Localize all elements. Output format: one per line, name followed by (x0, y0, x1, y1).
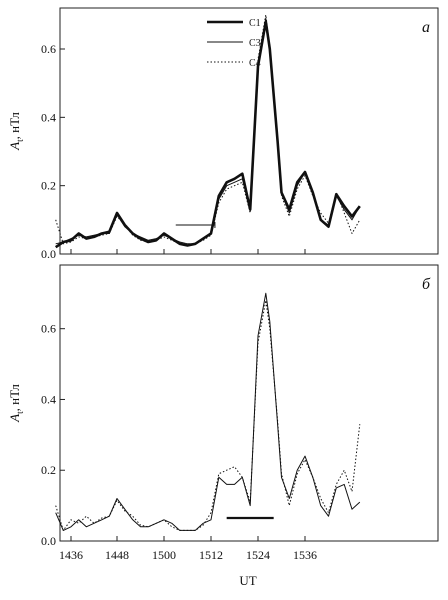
series-line-c3 (55, 292, 361, 531)
x-tick-label: 1500 (152, 548, 176, 562)
y-axis-title-main: A (7, 142, 22, 151)
y-axis-title-subscript: t (15, 139, 25, 142)
legend: C1 C3 C4 (207, 18, 261, 69)
y-tick-label: 0.6 (41, 322, 56, 336)
plot-frame (59, 264, 439, 542)
series-line-c1 (54, 20, 361, 249)
series-line-c4 (55, 299, 361, 531)
series-line-c4 (55, 14, 361, 246)
plot-frame (59, 7, 439, 255)
legend-label-c3: C3 (249, 38, 261, 49)
x-tick-label: 1448 (105, 548, 129, 562)
panel-a: 0.0 0.2 0.4 0.6 At, нТл а C1 C3 C4 (7, 7, 439, 261)
y-axis-title: At, нТл (7, 112, 25, 151)
x-tick-label: 1512 (199, 548, 223, 562)
y-tick-label: 0.2 (41, 179, 56, 193)
y-tick-label: 0.4 (41, 392, 56, 406)
panel-letter: а (422, 19, 430, 36)
y-tick-label: 0.0 (41, 247, 56, 261)
x-tick-label: 1536 (293, 548, 317, 562)
y-tick-label: 0.4 (41, 110, 56, 124)
x-axis-title: UT (239, 573, 256, 588)
y-tick-label: 0.2 (41, 463, 56, 477)
y-axis-title-unit: , нТл (7, 112, 22, 140)
y-axis-title-unit: , нТл (7, 384, 22, 412)
legend-label-c1: C1 (249, 18, 261, 29)
series-line-c3 (55, 17, 361, 245)
panel-letter: б (422, 276, 431, 293)
x-tick-label: 1524 (246, 548, 270, 562)
y-axis-title-subscript: t (15, 411, 25, 414)
y-tick-label: 0.6 (41, 42, 56, 56)
legend-label-c4: C4 (249, 58, 261, 69)
y-tick-label: 0.0 (41, 534, 56, 548)
y-axis-title: At, нТл (7, 384, 25, 423)
x-tick-label: 1436 (59, 548, 83, 562)
y-axis-title-main: A (7, 414, 22, 423)
panel-b: 0.0 0.2 0.4 0.6 1436 1448 1500 1512 1524 1536 At, … (7, 264, 439, 562)
